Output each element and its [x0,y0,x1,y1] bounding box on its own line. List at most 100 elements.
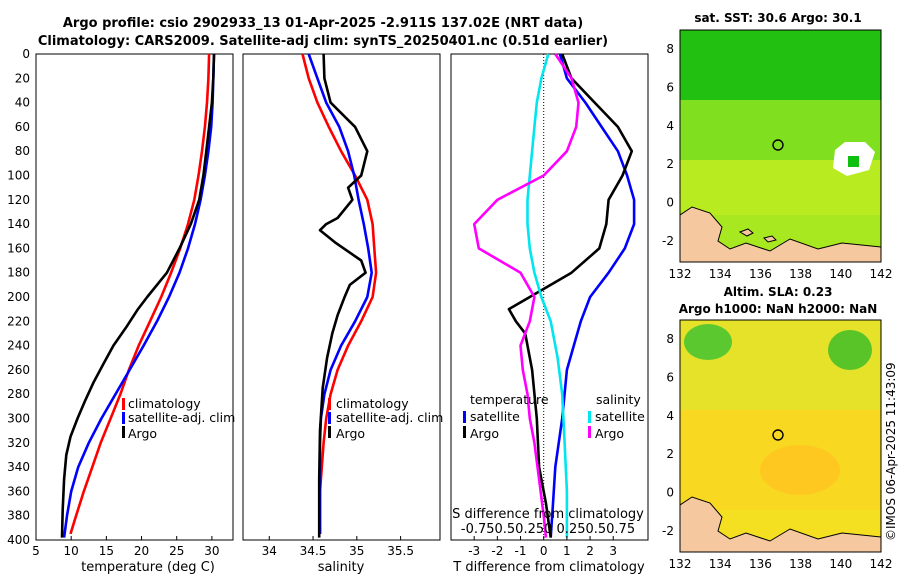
difference-legend: temperature satellite Argo salinity sate… [463,392,645,441]
sla-argo-location-marker [772,429,784,441]
series-line-salinity-satellite [526,53,569,538]
legend-swatch-temp-argo [463,426,466,438]
legend-swatch-argo [122,426,125,438]
depth-tick-label: 240 [7,339,30,353]
legend-header-temperature: temperature [470,392,549,407]
depth-tick-label: 100 [7,169,30,183]
legend-label-climatology: climatology [128,396,201,411]
temperature-panel: 5 10 15 20 25 30 temperature (deg C) climatol… [32,53,235,575]
map-lon-tick-label: 132 [669,557,692,571]
depth-tick-label: 380 [7,509,30,523]
x-tick-label: 35.5 [387,544,414,558]
sst-north-band [680,30,881,100]
sst-land-new-guinea [680,206,881,262]
depth-tick-label: 360 [7,484,30,498]
map-lon-tick-label: 138 [789,267,812,281]
series-line-satellite-adj-clim [62,53,216,538]
legend-swatch-climatology [328,398,331,410]
legend-label-climatology: climatology [336,396,409,411]
map-lat-tick-label: 4 [666,409,674,423]
sla-map: Altim. SLA: 0.23 Argo h1000: NaN h2000: … [662,285,892,571]
legend-label-satellite: satellite-adj. clim [128,410,235,425]
map-lat-tick-label: -2 [662,234,674,248]
x-tick-label: 30 [204,544,219,558]
difference-plot-frame [450,53,649,541]
temperature-plot-frame [35,53,234,541]
temperature-legend: climatology satellite-adj. clim Argo [122,396,235,441]
map-lon-tick-label: 138 [789,557,812,571]
depth-tick-label: 400 [7,533,30,547]
x-tick-label: -1 [515,544,527,558]
depth-tick-label: 140 [7,217,30,231]
x-tick-label: 15 [99,544,114,558]
legend-label-argo: Argo [128,426,157,441]
depth-tick-label: 20 [15,71,30,85]
depth-tick-label: 200 [7,290,30,304]
legend-swatch-climatology [122,398,125,410]
depth-tick-label: 180 [7,266,30,280]
salinity-plot-frame [242,53,441,541]
depth-tick-label: 320 [7,436,30,450]
sla-low-anomaly-west [684,324,732,360]
depth-axis: 0 20 40 60 80 100 120 140 160 180 200 220 240 260 280 3… [7,47,30,547]
legend-label-sal-argo: Argo [595,426,624,441]
series-line-argo [60,53,216,538]
map-lat-tick-label: 0 [666,486,674,500]
map-lon-tick-label: 134 [709,267,732,281]
chart-title-line1: Argo profile: csio 2902933_13 01-Apr-202… [63,16,583,31]
series-line-temperature-argo [507,53,634,538]
map-lat-tick-label: 0 [666,196,674,210]
legend-label-temp-satellite: satellite [470,409,520,424]
sla-map-title-line2: Argo h1000: NaN h2000: NaN [679,302,878,316]
sst-map: sat. SST: 30.6 Argo: 30.1 132 134 136 138 14… [662,11,892,281]
map-lon-tick-label: 142 [870,557,893,571]
x-tick-label: 10 [64,544,79,558]
legend-swatch-temp-satellite [463,411,466,423]
map-lon-tick-label: 142 [870,267,893,281]
legend-swatch-sal-argo [588,426,591,438]
x-tick-label: -2 [491,544,503,558]
depth-tick-label: 260 [7,363,30,377]
legend-swatch-argo [328,426,331,438]
depth-tick-label: 60 [15,120,30,134]
legend-label-temp-argo: Argo [470,426,499,441]
sla-low-anomaly-east [828,330,872,370]
legend-label-argo: Argo [336,426,365,441]
depth-tick-label: 220 [7,314,30,328]
map-lat-tick-label: 4 [666,119,674,133]
series-line-temperature-satellite [549,53,636,538]
legend-swatch-sal-satellite [588,411,591,423]
legend-header-salinity: salinity [596,392,641,407]
depth-tick-label: 120 [7,193,30,207]
depth-tick-label: 160 [7,241,30,255]
sst-warm-cell [848,156,859,167]
legend-label-sal-satellite: satellite [595,409,645,424]
map-lat-tick-label: 6 [666,81,674,95]
legend-swatch-satellite [122,412,125,424]
sst-argo-location-marker [772,139,784,151]
x-tick-label: 25 [169,544,184,558]
sst-land-islands [738,228,777,243]
depth-tick-label: 80 [15,144,30,158]
sla-land-new-guinea [680,496,881,552]
map-lon-tick-label: 140 [829,267,852,281]
difference-panel: -3 -2 -1 0 1 2 3 T difference from climatology… [450,53,649,575]
depth-tick-label: 340 [7,460,30,474]
map-lat-tick-label: 8 [666,332,674,346]
map-lon-tick-label: 136 [749,557,772,571]
s-difference-ticks: -0.750.50.250 0.250.50.75 [461,522,635,537]
series-line-climatology [69,53,211,535]
depth-tick-label: 300 [7,412,30,426]
map-lon-tick-label: 140 [829,557,852,571]
sla-high-anomaly [760,445,840,495]
series-line-satellite-adj-clim [307,53,374,534]
sst-map-title: sat. SST: 30.6 Argo: 30.1 [694,11,861,25]
map-lon-tick-label: 136 [749,267,772,281]
map-lat-tick-label: 8 [666,42,674,56]
map-lat-tick-label: 6 [666,371,674,385]
x-tick-label: 1 [563,544,571,558]
series-line-argo [317,53,369,538]
depth-tick-label: 40 [15,96,30,110]
salinity-xlabel: salinity [318,560,365,575]
